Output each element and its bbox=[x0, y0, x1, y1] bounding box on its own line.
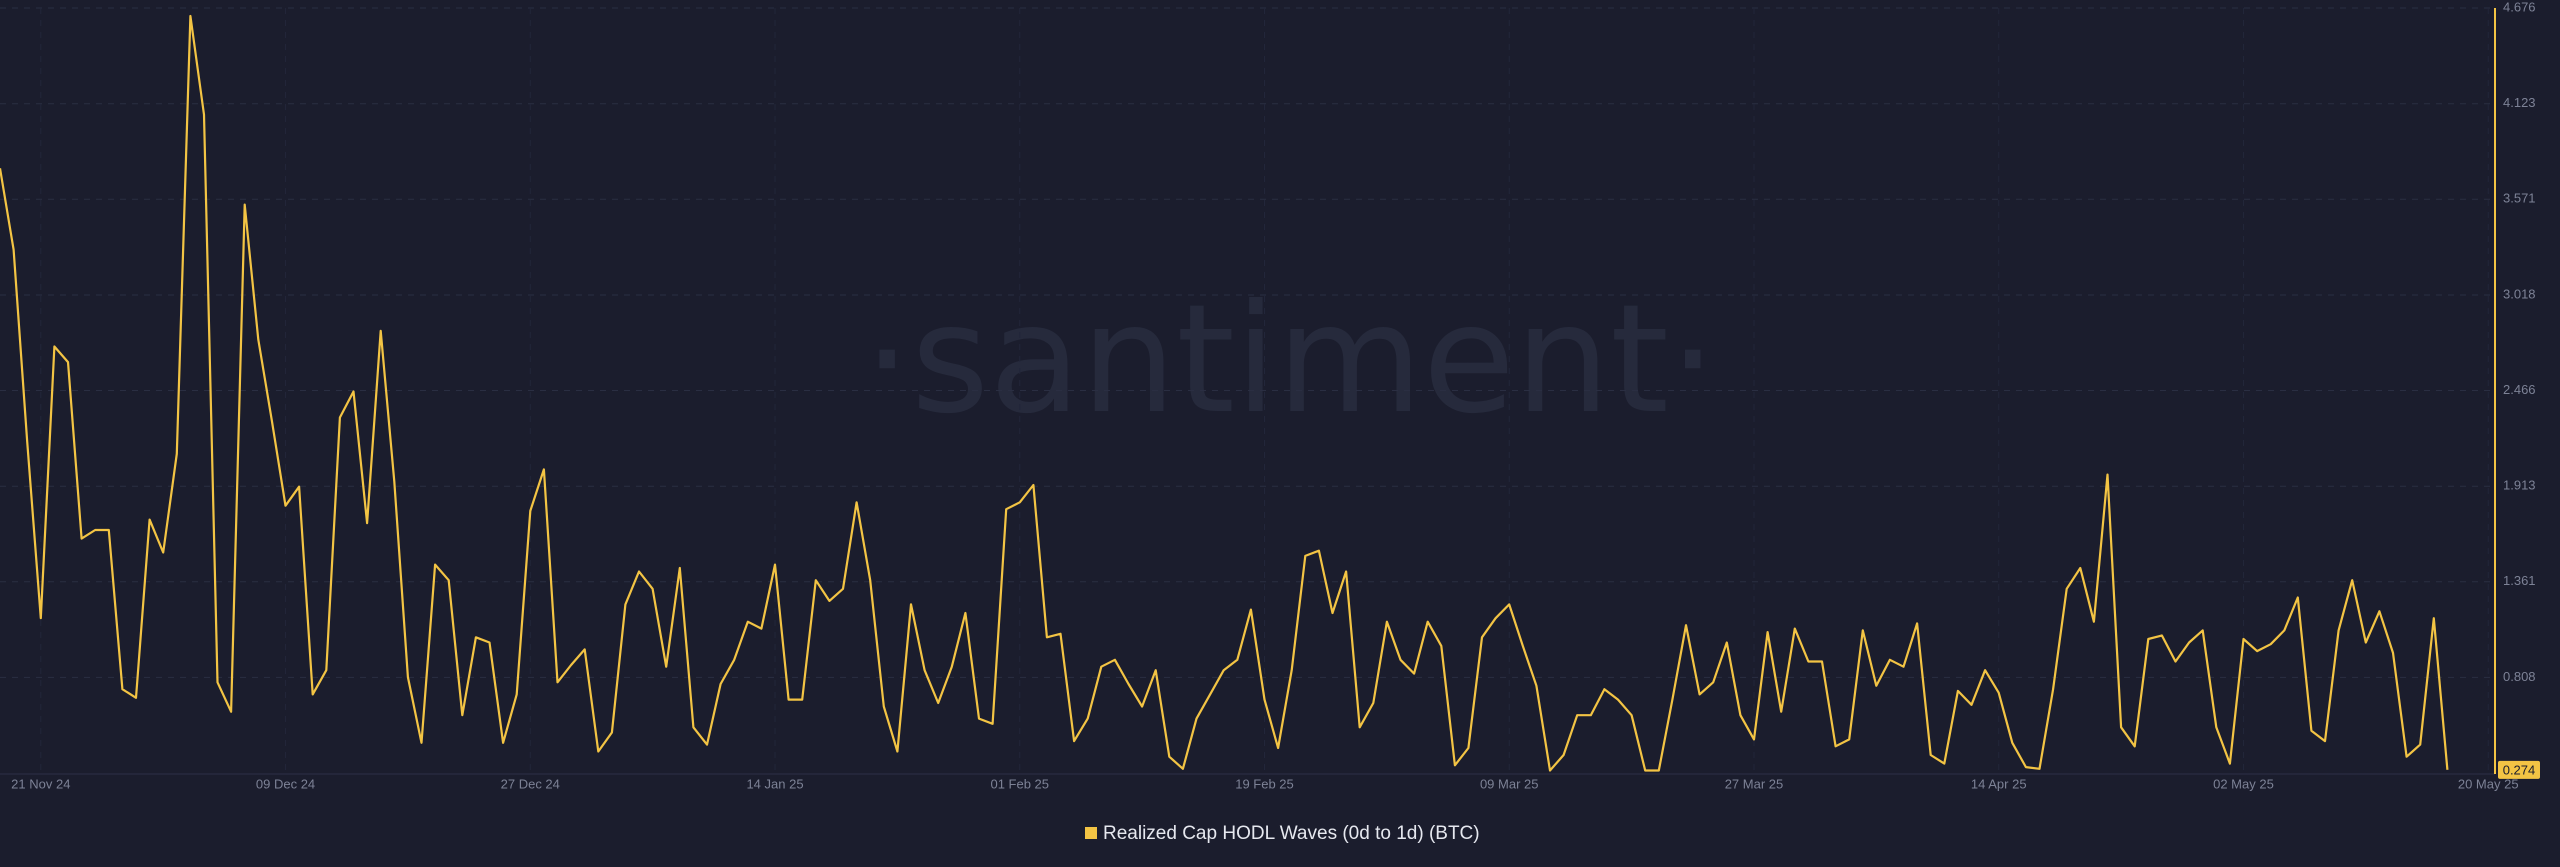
x-tick-label: 19 Feb 25 bbox=[1235, 776, 1294, 791]
y-tick-label: 3.018 bbox=[2503, 286, 2536, 301]
y-tick-label: 3.571 bbox=[2503, 191, 2536, 206]
y-tick-label: 4.676 bbox=[2503, 0, 2536, 14]
y-tick-label: 1.361 bbox=[2503, 573, 2536, 588]
x-tick-label: 14 Apr 25 bbox=[1971, 776, 2027, 791]
last-value-label: 0.274 bbox=[2503, 762, 2536, 777]
y-tick-label: 1.913 bbox=[2503, 478, 2536, 493]
last-value-badge bbox=[2498, 760, 2540, 779]
y-tick-label: 2.466 bbox=[2503, 382, 2536, 397]
x-tick-label: 02 May 25 bbox=[2213, 776, 2274, 791]
y-tick-label: 0.808 bbox=[2503, 669, 2536, 684]
x-tick-label: 09 Dec 24 bbox=[256, 776, 315, 791]
x-tick-label: 20 May 25 bbox=[2458, 776, 2519, 791]
x-tick-label: 27 Mar 25 bbox=[1725, 776, 1784, 791]
x-tick-label: 14 Jan 25 bbox=[746, 776, 803, 791]
x-tick-label: 27 Dec 24 bbox=[501, 776, 560, 791]
legend-swatch bbox=[1085, 827, 1097, 839]
x-tick-label: 01 Feb 25 bbox=[990, 776, 1049, 791]
watermark: ·santiment· bbox=[863, 273, 1716, 447]
x-tick-label: 21 Nov 24 bbox=[11, 776, 70, 791]
legend-label: Realized Cap HODL Waves (0d to 1d) (BTC) bbox=[1103, 823, 1480, 844]
data-line bbox=[0, 14, 2449, 772]
x-tick-label: 09 Mar 25 bbox=[1480, 776, 1539, 791]
y-tick-label: 4.123 bbox=[2503, 95, 2536, 110]
